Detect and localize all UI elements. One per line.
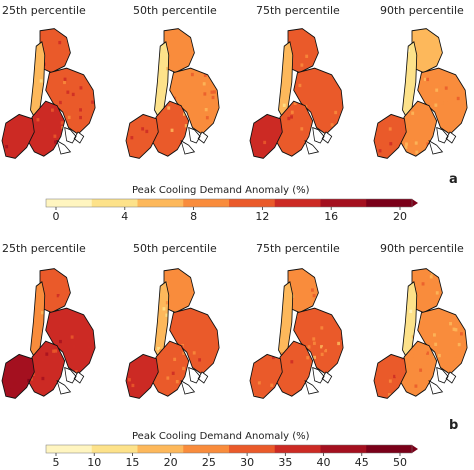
borough-brooklyn bbox=[398, 341, 437, 397]
row-a-title-1: 25th percentile bbox=[2, 4, 86, 17]
colorbar-a-segment bbox=[320, 199, 367, 207]
airport-islands bbox=[428, 126, 457, 155]
colorbar-b-tick: 5 bbox=[52, 456, 60, 469]
colorbar-a-segment bbox=[91, 199, 138, 207]
borough-staten bbox=[2, 354, 35, 399]
airport-islands bbox=[56, 366, 85, 395]
borough-brooklyn bbox=[274, 101, 313, 157]
colorbar-b-extend bbox=[412, 445, 418, 453]
colorbar-b-segment bbox=[137, 445, 184, 453]
map-a-2 bbox=[125, 28, 220, 159]
airport-islands bbox=[180, 126, 209, 155]
borough-bronx bbox=[40, 268, 71, 313]
borough-queens bbox=[45, 308, 96, 375]
colorbar-a-extend bbox=[412, 199, 418, 207]
map-b-1 bbox=[1, 268, 96, 399]
colorbar-b-segment bbox=[229, 445, 276, 453]
row-a-title-3: 75th percentile bbox=[256, 4, 340, 17]
panel-label-a: a bbox=[449, 172, 458, 187]
colorbar-a-segment bbox=[46, 199, 93, 207]
borough-bronx bbox=[164, 268, 195, 313]
row-a-title-2: 50th percentile bbox=[133, 4, 217, 17]
airport-islands bbox=[304, 366, 333, 395]
colorbar-b-tick: 25 bbox=[201, 456, 216, 469]
colorbar-b-tick: 10 bbox=[87, 456, 102, 469]
colorbar-a-segment bbox=[229, 199, 276, 207]
colorbar-a-tick: 12 bbox=[255, 210, 270, 223]
colorbar-b-segment bbox=[46, 445, 93, 453]
borough-bronx bbox=[40, 28, 71, 73]
borough-bronx bbox=[164, 28, 195, 73]
colorbar-a-tick: 0 bbox=[52, 210, 60, 223]
colorbar-b-segment bbox=[183, 445, 230, 453]
map-a-4 bbox=[373, 28, 468, 159]
row-b-title-4: 90th percentile bbox=[380, 242, 464, 255]
colorbar-a-segment bbox=[366, 199, 413, 207]
colorbar-b-segment bbox=[320, 445, 367, 453]
borough-queens bbox=[417, 68, 468, 135]
colorbar-a-title: Peak Cooling Demand Anomaly (%) bbox=[132, 185, 310, 196]
borough-bronx bbox=[288, 268, 319, 313]
borough-brooklyn bbox=[150, 341, 189, 397]
colorbar-b-tick: 35 bbox=[278, 456, 293, 469]
colorbar-b-tick: 40 bbox=[316, 456, 331, 469]
map-b-4 bbox=[373, 268, 468, 399]
colorbar-b-segment bbox=[366, 445, 413, 453]
row-b-title-2: 50th percentile bbox=[133, 242, 217, 255]
colorbar-a-tick: 16 bbox=[324, 210, 339, 223]
airport-islands bbox=[304, 126, 333, 155]
colorbar-a-segment bbox=[183, 199, 230, 207]
colorbar-a-tick: 20 bbox=[393, 210, 407, 223]
borough-bronx bbox=[288, 28, 319, 73]
airport-islands bbox=[56, 126, 85, 155]
borough-queens bbox=[293, 308, 344, 375]
colorbar-b-segment bbox=[91, 445, 138, 453]
borough-staten bbox=[250, 354, 283, 399]
row-a-title-4: 90th percentile bbox=[380, 4, 464, 17]
borough-bronx bbox=[412, 268, 443, 313]
colorbar-a-segment bbox=[274, 199, 321, 207]
colorbar-a-tick: 4 bbox=[121, 210, 129, 223]
borough-queens bbox=[45, 68, 96, 135]
row-b-title-3: 75th percentile bbox=[256, 242, 340, 255]
borough-staten bbox=[374, 354, 407, 399]
borough-bronx bbox=[412, 28, 443, 73]
colorbar-a-tick: 8 bbox=[190, 210, 198, 223]
colorbar-b-tick: 50 bbox=[393, 456, 407, 469]
map-a-3 bbox=[249, 28, 344, 159]
borough-brooklyn bbox=[26, 341, 65, 397]
colorbar-b-tick: 30 bbox=[240, 456, 255, 469]
airport-islands bbox=[428, 366, 457, 395]
borough-queens bbox=[417, 308, 468, 375]
colorbar-b-tick: 15 bbox=[125, 456, 140, 469]
colorbar-b-tick: 45 bbox=[354, 456, 369, 469]
borough-staten bbox=[126, 354, 159, 399]
map-b-2 bbox=[125, 268, 220, 399]
borough-staten bbox=[250, 114, 283, 159]
map-a-1 bbox=[1, 28, 96, 159]
map-b-3 bbox=[249, 268, 344, 399]
row-b-title-1: 25th percentile bbox=[2, 242, 86, 255]
panel-label-b: b bbox=[449, 418, 459, 433]
borough-brooklyn bbox=[274, 341, 313, 397]
colorbar-b-segment bbox=[274, 445, 321, 453]
colorbar-a-segment bbox=[137, 199, 184, 207]
colorbar-b-title: Peak Cooling Demand Anomaly (%) bbox=[132, 431, 310, 442]
borough-brooklyn bbox=[150, 101, 189, 157]
colorbar-b-tick: 20 bbox=[163, 456, 178, 469]
airport-islands bbox=[180, 366, 209, 395]
